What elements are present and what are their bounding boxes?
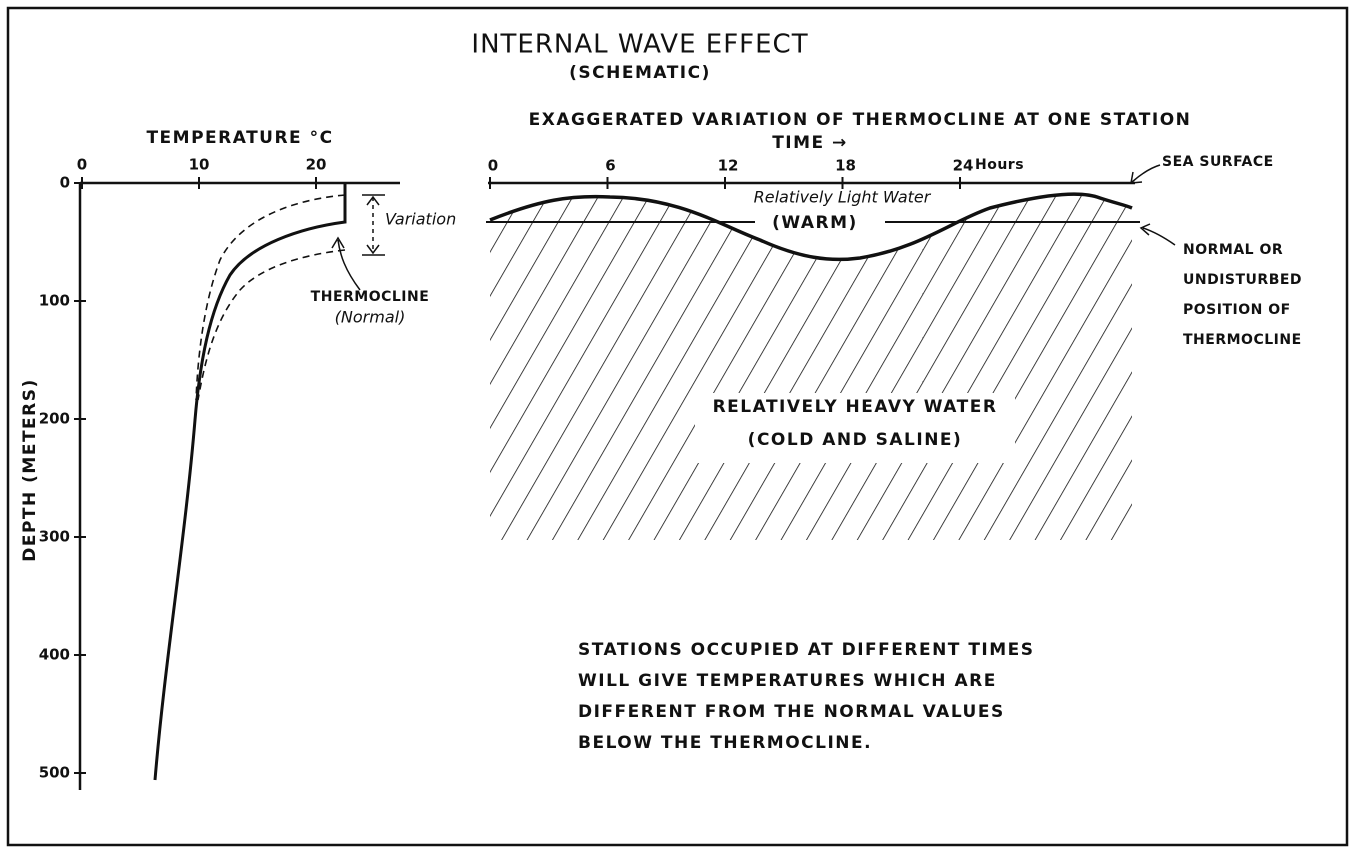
note-line: BELOW THE THERMOCLINE. bbox=[578, 733, 872, 753]
cold-label: (COLD AND SALINE) bbox=[748, 430, 963, 450]
heavy-water-label: RELATIVELY HEAVY WATER bbox=[713, 397, 998, 417]
normal-note-line: THERMOCLINE bbox=[1183, 332, 1302, 348]
x-tick-label: 0 bbox=[77, 156, 87, 174]
x-tick-label: 0 bbox=[488, 157, 498, 175]
note-line: STATIONS OCCUPIED AT DIFFERENT TIMES bbox=[578, 640, 1035, 660]
label-bg bbox=[755, 212, 885, 232]
y-label: DEPTH (METERS) bbox=[20, 378, 40, 562]
sea-surface-label: SEA SURFACE bbox=[1162, 154, 1274, 170]
title: INTERNAL WAVE EFFECT bbox=[471, 30, 808, 60]
x-tick-label: 12 bbox=[718, 157, 739, 175]
y-tick-label: 500 bbox=[39, 764, 70, 782]
label-bg bbox=[695, 393, 1015, 463]
x-tick-label: 10 bbox=[189, 156, 210, 174]
x-label: TEMPERATURE °C bbox=[146, 128, 333, 148]
y-tick-label: 300 bbox=[39, 528, 70, 546]
subtitle: (SCHEMATIC) bbox=[569, 63, 711, 83]
time-label: TIME → bbox=[772, 133, 848, 153]
profile-normal bbox=[153, 183, 347, 781]
profile-upper bbox=[195, 194, 346, 401]
panel-title: EXAGGERATED VARIATION OF THERMOCLINE AT … bbox=[529, 110, 1192, 130]
normal-note-line: NORMAL OR bbox=[1183, 242, 1283, 258]
variation-label: Variation bbox=[385, 210, 456, 229]
thermocline-label: THERMOCLINE bbox=[311, 289, 430, 305]
arrow bbox=[331, 236, 361, 291]
x-tick-label: 24 bbox=[953, 157, 974, 175]
y-tick-label: 200 bbox=[39, 410, 70, 428]
y-tick-label: 0 bbox=[60, 174, 70, 192]
normal-note-line: POSITION OF bbox=[1183, 302, 1291, 318]
arrow bbox=[1130, 164, 1161, 184]
x-tick-label: 6 bbox=[605, 157, 615, 175]
variation-bracket bbox=[362, 194, 385, 256]
warm-label: (WARM) bbox=[772, 213, 858, 233]
light-water-label: Relatively Light Water bbox=[754, 188, 932, 207]
hours-label: Hours bbox=[975, 157, 1024, 173]
border bbox=[6, 6, 1349, 847]
thermocline-wave bbox=[489, 192, 1133, 262]
y-tick-label: 400 bbox=[39, 646, 70, 664]
thermocline-note: (Normal) bbox=[335, 308, 406, 327]
arrow bbox=[1139, 223, 1176, 246]
normal-note-line: UNDISTURBED bbox=[1183, 272, 1302, 288]
x-tick-label: 20 bbox=[306, 156, 327, 174]
x-tick-label: 18 bbox=[835, 157, 856, 175]
note-line: DIFFERENT FROM THE NORMAL VALUES bbox=[578, 702, 1005, 722]
heavy-water-hatch bbox=[490, 194, 1132, 540]
profile-lower bbox=[197, 249, 346, 401]
note-line: WILL GIVE TEMPERATURES WHICH ARE bbox=[578, 671, 997, 691]
y-tick-label: 100 bbox=[39, 292, 70, 310]
